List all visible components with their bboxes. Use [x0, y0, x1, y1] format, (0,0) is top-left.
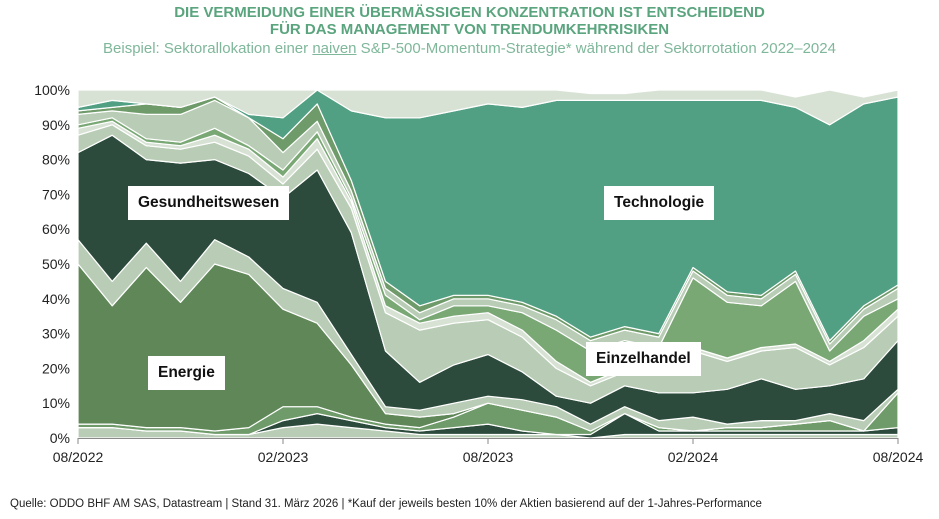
y-tick-label: 90%	[42, 117, 70, 133]
chart-title-line1: DIE VERMEIDUNG EINER ÜBERMÄSSIGEN KONZEN…	[174, 4, 765, 21]
chart-title-line2: FÜR DAS MANAGEMENT VON TRENDUMKEHRRISIKE…	[269, 21, 670, 38]
x-tick-label: 08/2024	[873, 449, 924, 465]
subtitle-underlined: naiven	[312, 40, 357, 57]
area-small9	[77, 89, 899, 126]
x-tick-label: 02/2023	[258, 449, 309, 465]
y-tick-label: 30%	[42, 326, 70, 342]
x-tick-label: 08/2023	[463, 449, 514, 465]
y-tick-label: 50%	[42, 256, 70, 272]
y-tick-label: 20%	[42, 360, 70, 376]
chart-subtitle: Beispiel: Sektorallokation einer naiven …	[0, 40, 939, 57]
y-tick-label: 60%	[42, 221, 70, 237]
y-tick-label: 10%	[42, 395, 70, 411]
y-tick-label: 70%	[42, 186, 70, 202]
series-label-gesundheitswesen: Gesundheitswesen	[128, 186, 290, 220]
x-tick-label: 02/2024	[668, 449, 719, 465]
y-tick-label: 80%	[42, 152, 70, 168]
series-label-einzelhandel: Einzelhandel	[586, 342, 701, 376]
y-tick-label: 100%	[34, 82, 70, 98]
subtitle-post: S&P-500-Momentum-Strategie* während der …	[356, 40, 836, 57]
subtitle-pre: Beispiel: Sektorallokation einer	[103, 40, 313, 57]
y-tick-label: 0%	[50, 430, 70, 446]
source-footnote: Quelle: ODDO BHF AM SAS, Datastream | St…	[10, 498, 762, 510]
series-label-technologie: Technologie	[604, 186, 715, 220]
stacked-area-chart: 0% 10% 20% 30% 40% 50% 60% 70% 80% 90% 100% 08/2022…	[34, 82, 923, 465]
axes: 0% 10% 20% 30% 40% 50% 60% 70% 80% 90% 100% 08/2022…	[34, 82, 923, 465]
x-tick-label: 08/2022	[53, 449, 104, 465]
series-label-energie: Energie	[148, 356, 225, 390]
y-tick-label: 40%	[42, 291, 70, 307]
